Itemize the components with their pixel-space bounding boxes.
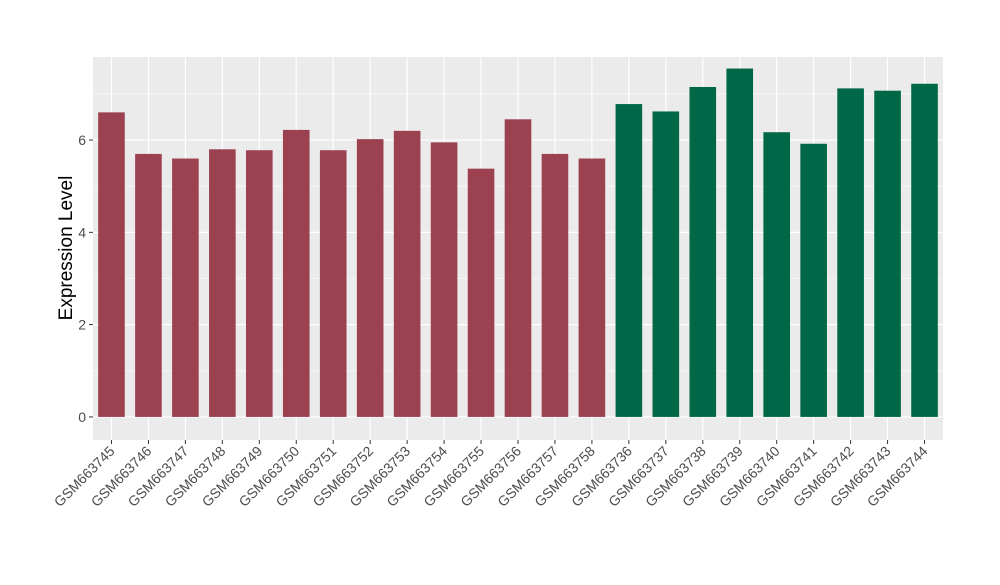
bar-GSM663744: [911, 83, 938, 417]
bar-GSM663739: [726, 68, 754, 417]
y-axis-label: Expression Level: [56, 176, 77, 321]
bar-GSM663738: [689, 86, 717, 417]
bar-GSM663747: [172, 158, 199, 417]
bar-GSM663750: [282, 129, 310, 417]
bar-GSM663753: [393, 130, 421, 417]
bar-GSM663755: [467, 168, 495, 417]
y-tick-label: 2: [78, 317, 86, 333]
bar-GSM663745: [98, 112, 125, 417]
y-tick-label: 4: [78, 224, 86, 240]
bars: [98, 68, 938, 417]
bar-GSM663740: [763, 132, 790, 417]
bar-GSM663758: [578, 158, 606, 417]
bar-GSM663743: [874, 90, 901, 417]
bar-GSM663737: [652, 111, 680, 417]
bar-GSM663748: [209, 149, 236, 417]
bar-GSM663756: [504, 119, 532, 417]
bar-GSM663751: [319, 150, 347, 417]
bar-GSM663752: [356, 139, 384, 417]
bar-GSM663736: [615, 104, 643, 417]
bar-GSM663749: [246, 150, 273, 417]
bar-GSM663741: [800, 143, 827, 417]
bar-GSM663746: [135, 153, 162, 417]
bar-GSM663754: [430, 142, 458, 417]
y-tick-label: 6: [78, 132, 86, 148]
y-tick-label: 0: [78, 409, 86, 425]
bar-GSM663757: [541, 153, 569, 417]
bar-GSM663742: [837, 88, 864, 417]
